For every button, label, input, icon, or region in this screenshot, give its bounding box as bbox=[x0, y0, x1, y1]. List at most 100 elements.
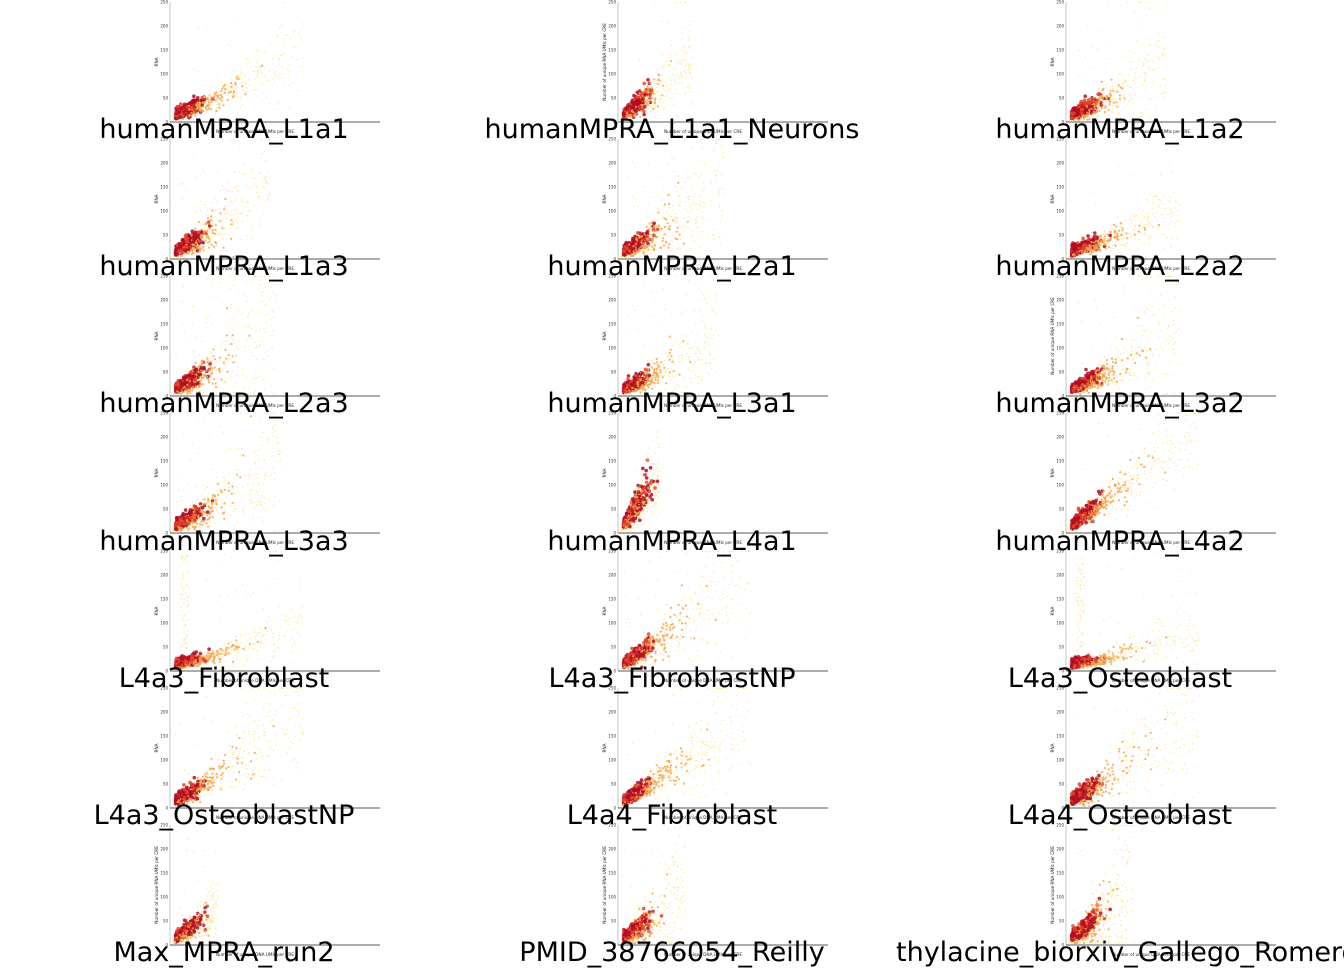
data-point bbox=[221, 226, 222, 227]
data-point bbox=[1164, 85, 1165, 86]
data-point bbox=[1122, 84, 1123, 85]
data-point bbox=[267, 183, 268, 184]
data-point bbox=[699, 247, 700, 248]
data-point bbox=[226, 81, 227, 82]
data-point bbox=[632, 111, 634, 113]
data-point bbox=[184, 233, 188, 237]
data-point bbox=[1163, 91, 1164, 92]
data-point bbox=[717, 179, 718, 180]
data-point bbox=[175, 206, 176, 207]
data-point bbox=[1099, 108, 1100, 109]
data-point bbox=[302, 23, 303, 24]
data-point bbox=[282, 68, 283, 69]
data-point bbox=[671, 156, 672, 157]
data-point bbox=[265, 176, 266, 177]
data-point bbox=[206, 112, 207, 113]
data-point bbox=[228, 234, 229, 235]
data-point bbox=[1148, 67, 1149, 68]
data-point bbox=[679, 225, 680, 226]
data-point bbox=[677, 92, 678, 93]
data-point bbox=[656, 243, 657, 244]
data-point bbox=[283, 41, 284, 42]
data-point bbox=[1160, 93, 1161, 94]
data-point bbox=[224, 234, 225, 235]
data-point bbox=[247, 91, 248, 92]
scatter-points bbox=[620, 2, 693, 121]
data-point bbox=[200, 237, 201, 238]
data-point bbox=[699, 201, 700, 202]
data-point bbox=[645, 103, 646, 104]
data-point bbox=[1093, 106, 1095, 108]
data-point bbox=[1120, 96, 1121, 97]
data-point bbox=[660, 228, 662, 230]
data-point bbox=[633, 206, 634, 207]
data-point bbox=[1129, 87, 1130, 88]
data-point bbox=[1158, 40, 1159, 41]
data-point bbox=[221, 81, 222, 82]
data-point bbox=[1114, 234, 1115, 235]
y-tick-label: 200 bbox=[160, 161, 168, 166]
data-point bbox=[222, 234, 223, 235]
data-point bbox=[218, 235, 219, 236]
data-point bbox=[1149, 69, 1150, 70]
data-point bbox=[1093, 97, 1094, 98]
data-point bbox=[269, 177, 270, 178]
data-point bbox=[642, 95, 643, 96]
data-point bbox=[231, 201, 232, 202]
data-point bbox=[228, 205, 229, 206]
data-point bbox=[222, 185, 223, 186]
data-point bbox=[198, 71, 199, 72]
data-point bbox=[227, 92, 228, 93]
data-point bbox=[1157, 40, 1158, 41]
data-point bbox=[1126, 242, 1127, 243]
data-point bbox=[209, 209, 210, 210]
data-point bbox=[695, 221, 696, 222]
data-point bbox=[653, 248, 655, 250]
data-point bbox=[1133, 51, 1134, 52]
data-point bbox=[657, 78, 659, 80]
data-point bbox=[674, 217, 675, 218]
y-tick-label: 150 bbox=[1056, 185, 1064, 190]
data-point bbox=[660, 87, 661, 88]
data-point bbox=[216, 76, 217, 77]
data-point bbox=[180, 107, 184, 111]
data-point bbox=[668, 203, 670, 205]
data-point bbox=[210, 108, 212, 110]
data-point bbox=[690, 21, 691, 22]
data-point bbox=[275, 71, 276, 72]
data-point bbox=[261, 82, 262, 83]
data-point bbox=[204, 227, 205, 228]
data-point bbox=[677, 227, 679, 229]
data-point bbox=[641, 235, 643, 237]
data-point bbox=[244, 163, 245, 164]
data-point bbox=[223, 239, 224, 240]
data-point bbox=[646, 78, 650, 82]
data-point bbox=[1130, 225, 1131, 226]
data-point bbox=[1100, 97, 1101, 98]
data-point bbox=[668, 243, 670, 245]
data-point bbox=[678, 247, 679, 248]
data-point bbox=[722, 215, 723, 216]
scatter-points bbox=[1069, 2, 1167, 121]
data-point bbox=[212, 232, 214, 234]
data-point bbox=[662, 241, 663, 242]
data-point bbox=[197, 27, 198, 28]
data-point bbox=[658, 94, 659, 95]
data-point bbox=[688, 199, 689, 200]
data-point bbox=[662, 20, 663, 21]
data-point bbox=[1162, 54, 1163, 55]
data-point bbox=[239, 212, 240, 213]
data-point bbox=[635, 167, 636, 168]
data-point bbox=[683, 87, 684, 88]
data-point bbox=[235, 77, 236, 78]
data-point bbox=[719, 236, 720, 237]
data-point bbox=[1101, 107, 1103, 109]
data-point bbox=[201, 241, 205, 245]
data-point bbox=[662, 216, 663, 217]
data-point bbox=[240, 73, 241, 74]
data-point bbox=[178, 242, 182, 246]
data-point bbox=[1157, 56, 1158, 57]
data-point bbox=[1142, 44, 1143, 45]
data-point bbox=[1134, 216, 1135, 217]
data-point bbox=[702, 183, 703, 184]
